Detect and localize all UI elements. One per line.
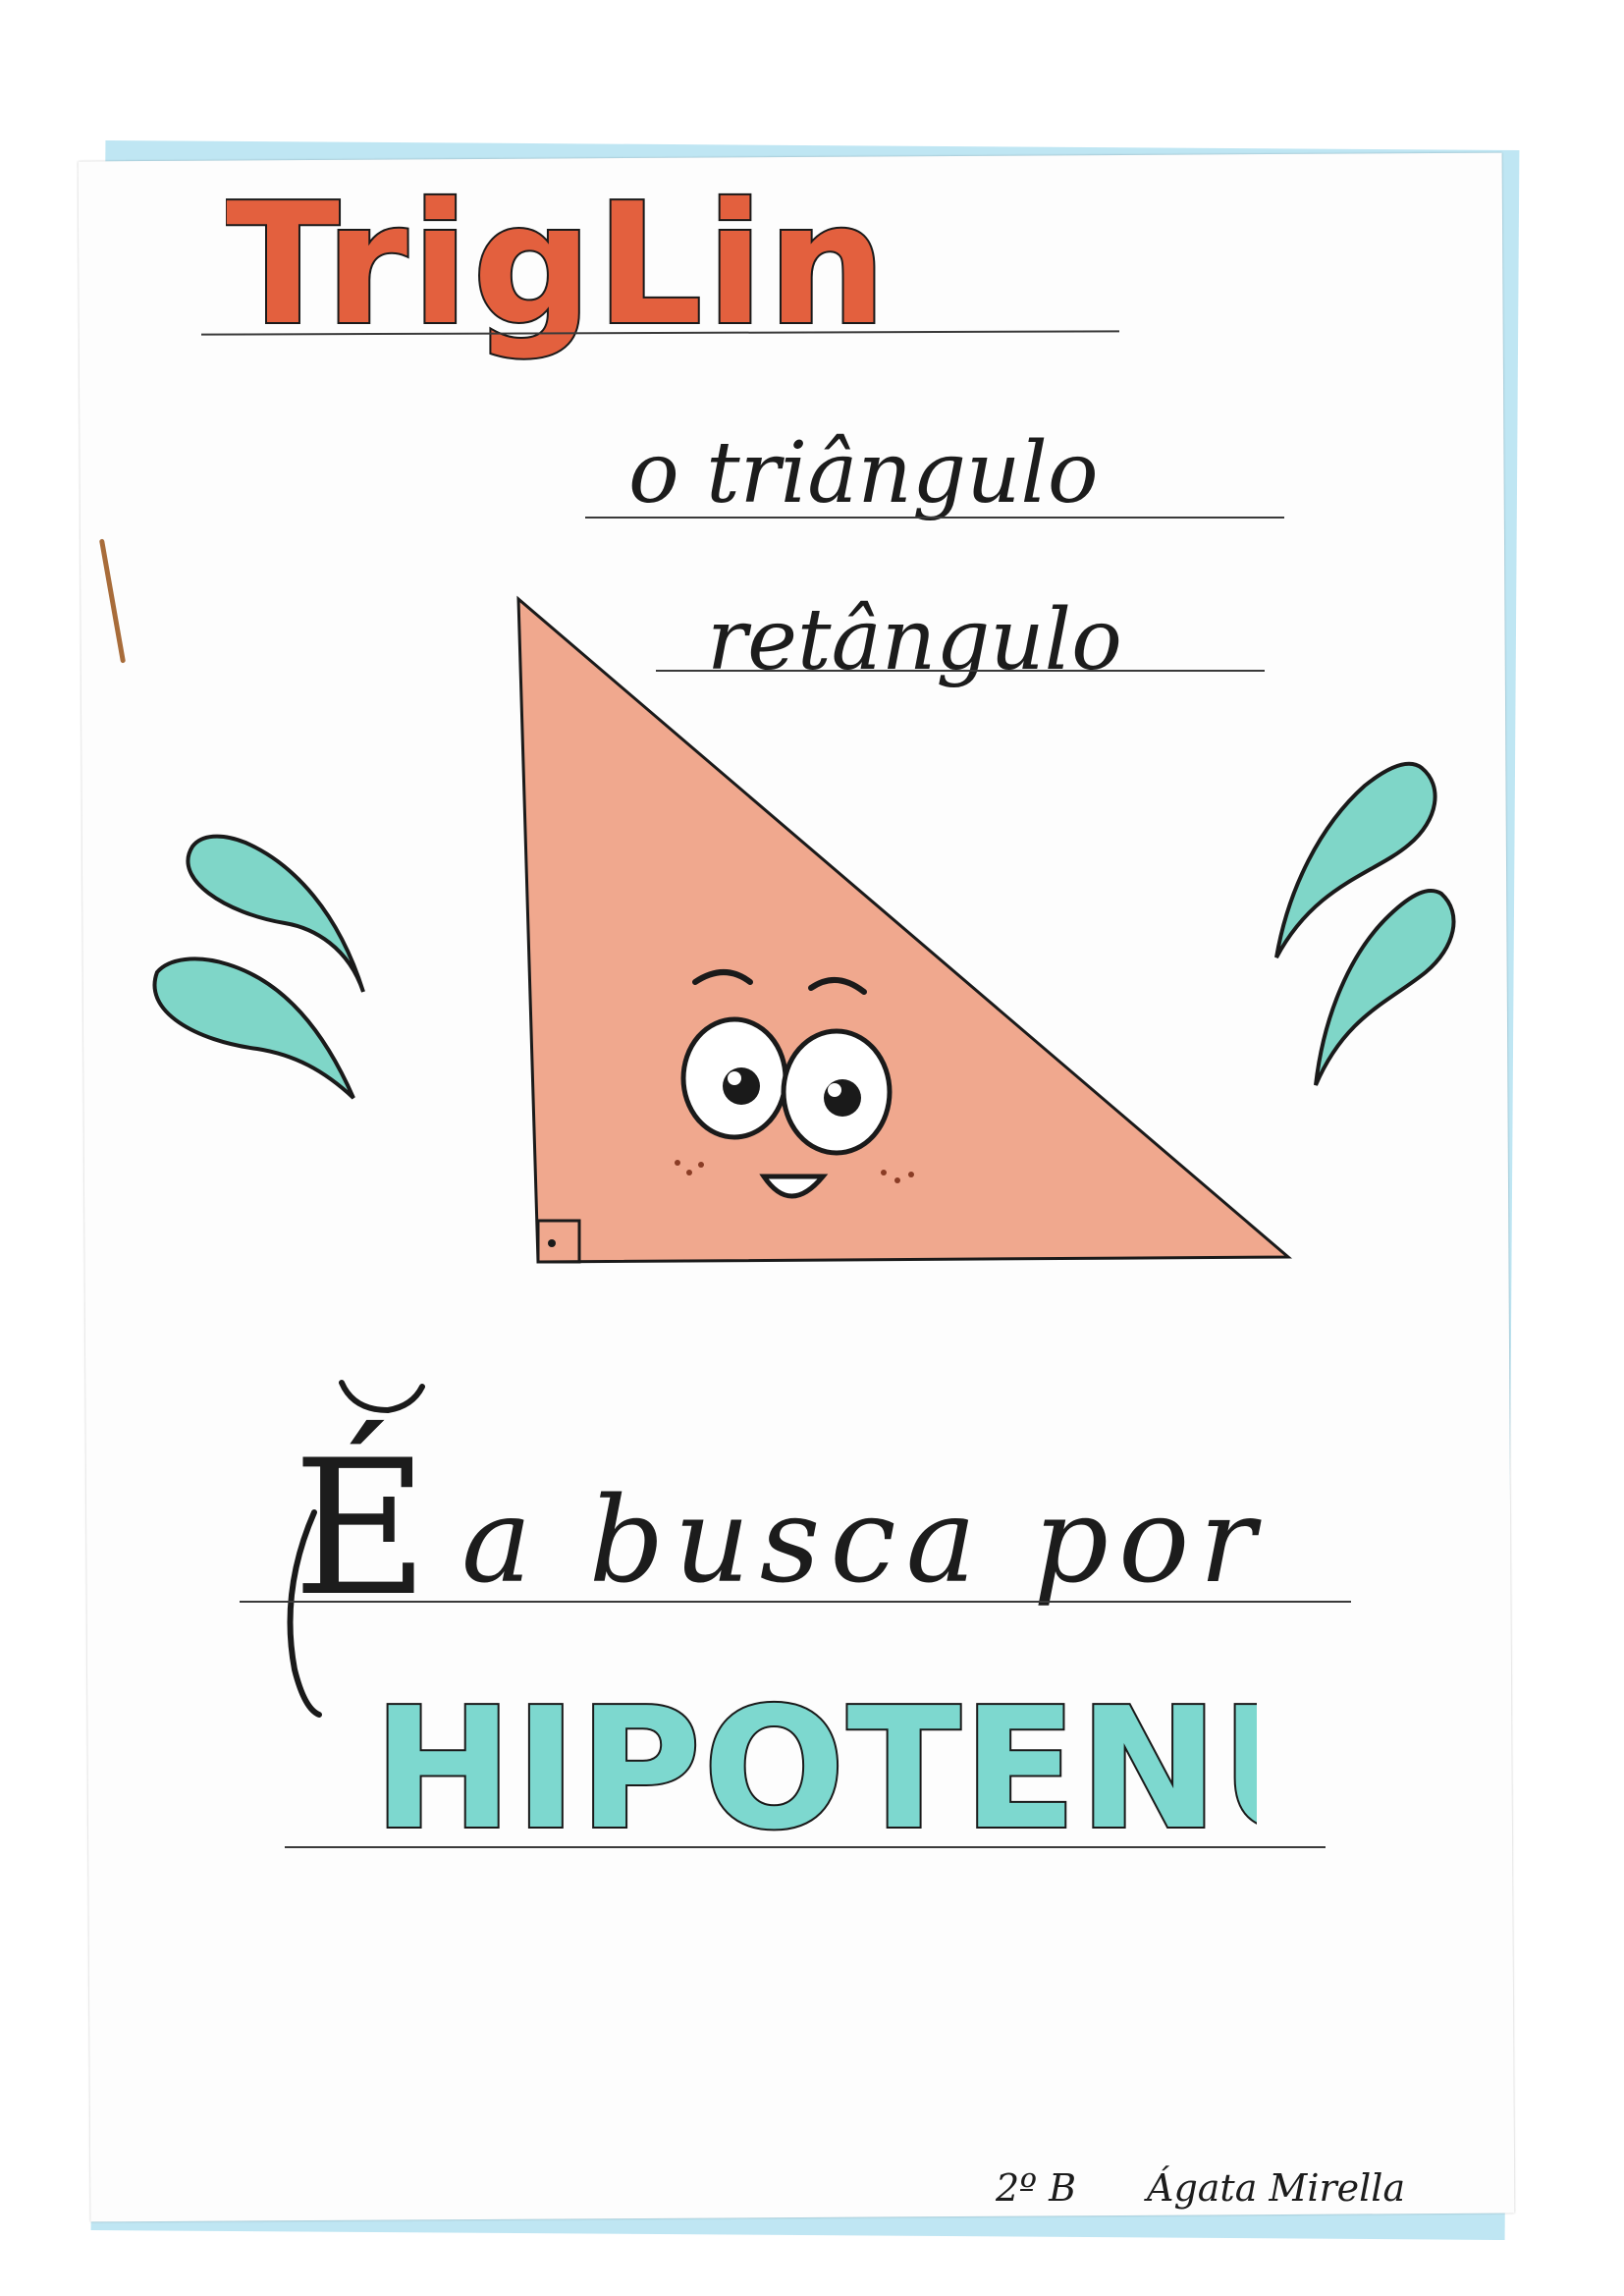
right-triangle-character — [516, 595, 1293, 1264]
e-tail-stroke — [287, 1509, 322, 1718]
title-text: TrigLin — [226, 168, 891, 361]
subtitle-line2-underline — [656, 670, 1265, 672]
tagline-text: a busca por — [461, 1473, 1266, 1610]
subtitle-line1-underline — [585, 517, 1284, 519]
highlight-word: HIPOTENUSA — [373, 1670, 1257, 1869]
left-eyebrow — [692, 969, 753, 985]
highlight-underline — [285, 1846, 1326, 1848]
drop-left-bottom — [152, 957, 355, 1100]
drop-left-top — [186, 834, 365, 993]
drop-right-top — [1274, 761, 1437, 958]
drop-right-bottom — [1314, 889, 1456, 1086]
subtitle-line2: retângulo — [707, 591, 1122, 689]
smile-mouth — [759, 1174, 829, 1199]
cover-title: TrigLin — [226, 166, 891, 361]
right-angle-marker — [536, 1219, 581, 1264]
e-accent-stroke — [339, 1380, 425, 1414]
highlight-text: HIPOTENUSA — [373, 1672, 1257, 1867]
subtitle-line1: o triângulo — [628, 424, 1099, 522]
class-label: 2º B — [996, 2166, 1077, 2210]
tagline-underline — [240, 1601, 1351, 1603]
author-name: Ágata Mirella — [1147, 2166, 1406, 2210]
freckles — [675, 1160, 914, 1183]
tagline-big-e: É — [293, 1420, 429, 1637]
right-eyebrow — [808, 977, 867, 995]
